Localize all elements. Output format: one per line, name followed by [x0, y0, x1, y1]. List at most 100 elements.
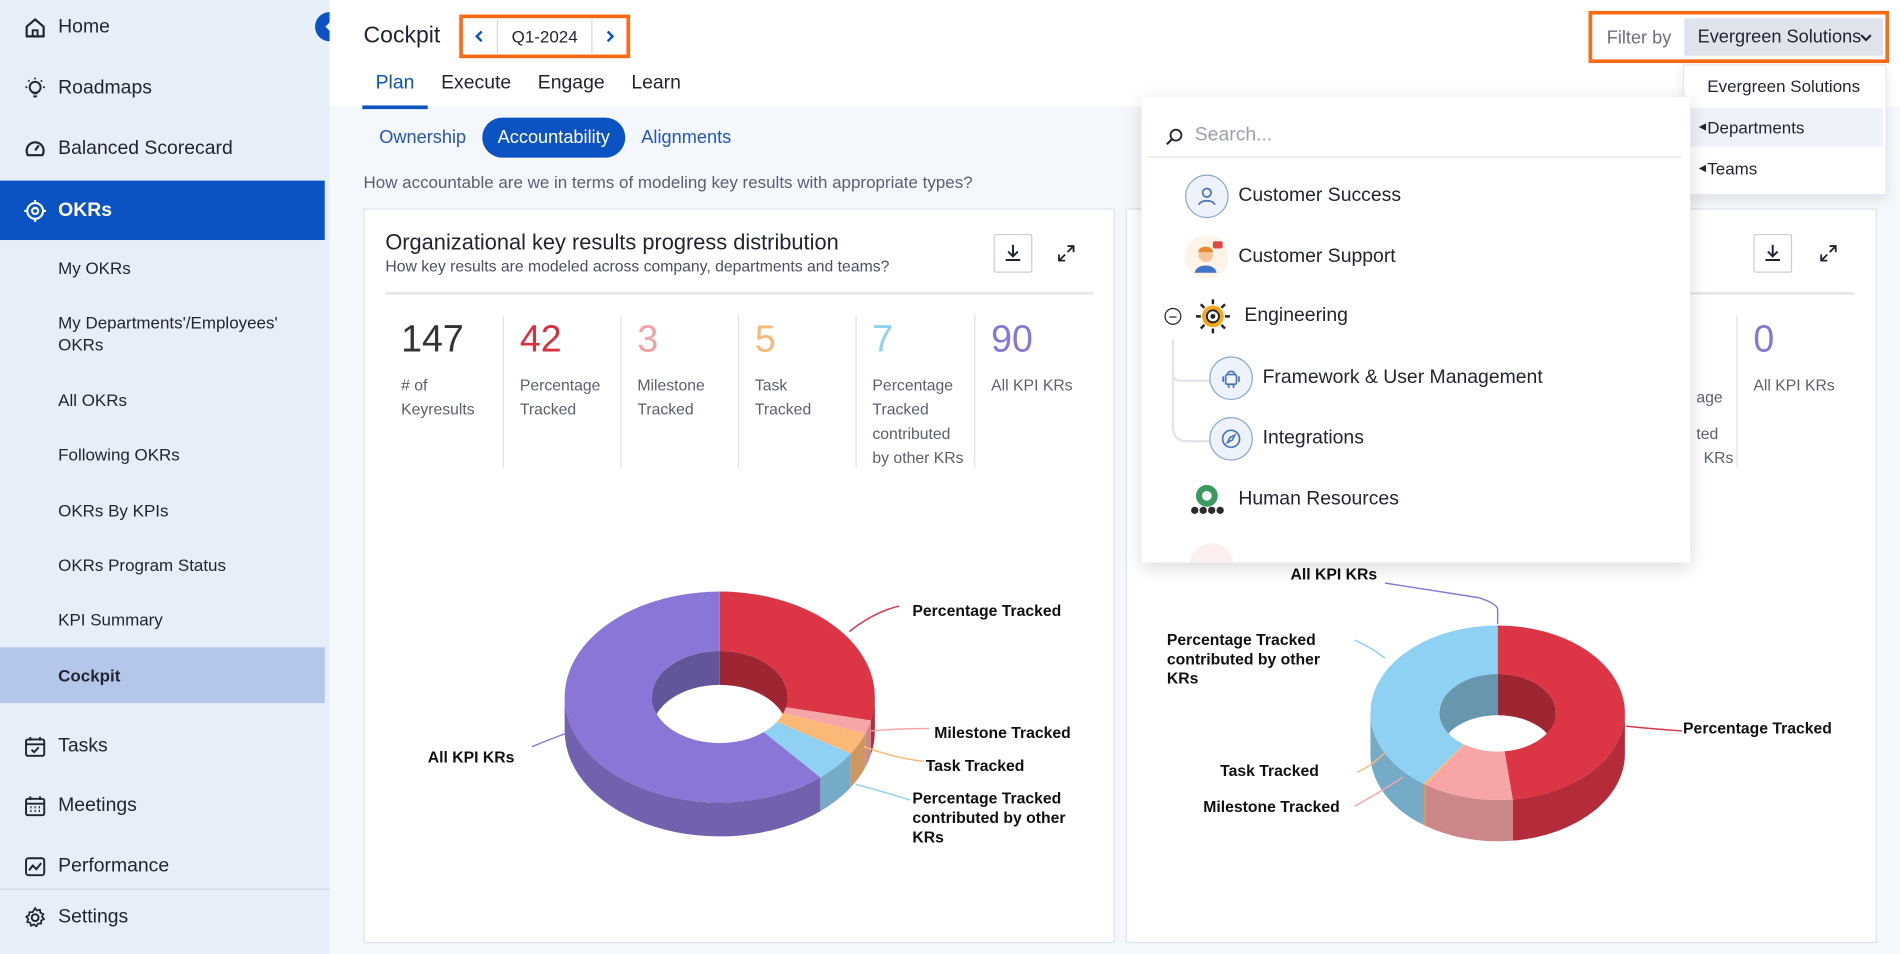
sidebar-item-meetings[interactable]: Meetings	[0, 790, 325, 822]
sidebar-item-tasks[interactable]: Tasks	[0, 731, 325, 763]
tree-node-engineering[interactable]: Engineering	[1191, 294, 1348, 339]
subtab-ownership[interactable]: Ownership	[379, 127, 467, 148]
donut-slice-milestone-tracked[interactable]	[783, 707, 871, 734]
chart-line-icon	[25, 857, 46, 877]
filter-select[interactable]: Evergreen Solutions	[1684, 18, 1883, 56]
compass-icon	[1209, 416, 1253, 461]
subtab-accountability[interactable]: Accountability	[481, 117, 626, 158]
sidebar-subitem-okrs-by-kpis[interactable]: OKRs By KPIs	[58, 500, 169, 521]
gauge-icon	[25, 141, 45, 157]
tab-engage[interactable]: Engage	[537, 72, 605, 94]
tree-search[interactable]: Search...	[1148, 116, 1682, 158]
sidebar: Home Roadmaps Balanced Scorecard OKRs My…	[0, 0, 330, 954]
sidebar-item-okrs[interactable]: OKRs	[0, 180, 325, 241]
donut-slice-all-kpi-krs[interactable]	[564, 591, 821, 803]
sidebar-item-label: Roadmaps	[58, 77, 152, 99]
sidebar-item-balanced-scorecard[interactable]: Balanced Scorecard	[0, 133, 325, 165]
stat-all-kpi-krs: 90 All KPI KRs	[975, 315, 1093, 468]
donut-slice-percentage-tracked[interactable]	[719, 591, 875, 721]
caret-left-icon: ◀	[1698, 121, 1707, 133]
chart1-label-all-kpi-krs: All KPI KRs	[427, 747, 515, 767]
stat-label: Milestone Tracked	[637, 375, 705, 419]
filter-option-evergreen[interactable]: Evergreen Solutions	[1707, 76, 1861, 96]
previous-period-button[interactable]	[463, 19, 497, 53]
tree-node-integrations[interactable]: Integrations	[1209, 416, 1364, 461]
chart1-label-milestone-tracked: Milestone Tracked	[934, 723, 1071, 742]
chart1-label-task-tracked: Task Tracked	[925, 756, 1025, 775]
tree-node-customer-success[interactable]: Customer Success	[1185, 174, 1401, 219]
donut-slice-task-tracked[interactable]	[1423, 744, 1465, 785]
stat-value: 90	[991, 317, 1033, 361]
sidebar-subitem-my-departments-okrs[interactable]: My Departments'/Employees' OKRs	[58, 312, 278, 354]
donut-slice-milestone-tracked[interactable]	[1425, 744, 1513, 801]
sidebar-item-label: OKRs	[58, 199, 113, 221]
stat-total-keyresults: 147 # of Keyresults	[385, 315, 505, 468]
donut-slice-percentage-tracked-contributed-by-other-krs[interactable]	[763, 721, 851, 778]
download-icon	[1005, 244, 1021, 261]
donut-connector-line	[855, 783, 911, 801]
tree-node-framework-user-management[interactable]: Framework & User Management	[1209, 356, 1543, 401]
donut-inner-wall	[719, 650, 788, 731]
tab-learn[interactable]: Learn	[631, 72, 681, 94]
stat-label: # of Keyresults	[401, 375, 475, 419]
donut-connector-line	[848, 605, 900, 633]
sidebar-item-roadmaps[interactable]: Roadmaps	[0, 73, 325, 105]
chart2-label-percentage-tracked: Percentage Tracked	[1683, 718, 1832, 738]
expand-icon	[1058, 245, 1075, 262]
sidebar-subitem-cockpit[interactable]: Cockpit	[58, 665, 121, 685]
main-tabs: Plan Execute Engage Learn	[362, 72, 694, 110]
search-icon	[1166, 128, 1183, 145]
tab-execute[interactable]: Execute	[441, 72, 512, 94]
tab-plan[interactable]: Plan	[362, 73, 428, 110]
subtab-alignments[interactable]: Alignments	[641, 127, 732, 148]
donut-side	[865, 720, 871, 768]
collapse-node-icon[interactable]	[1164, 307, 1182, 325]
filter-option-teams[interactable]: ◀ Teams	[1684, 149, 1883, 188]
stat-label: All KPI KRs	[1753, 375, 1835, 394]
caret-left-icon: ◀	[1698, 162, 1707, 174]
android-icon	[1209, 356, 1253, 401]
expand-button[interactable]	[1809, 233, 1848, 273]
donut-connector-line	[1354, 776, 1404, 807]
donut-side	[1423, 783, 1426, 826]
lightbulb-icon	[25, 77, 45, 98]
donut-slice-task-tracked[interactable]	[777, 712, 866, 754]
sidebar-item-home[interactable]: Home	[0, 12, 325, 44]
sidebar-item-label: Meetings	[58, 795, 137, 816]
tree-node-human-resources[interactable]: Human Resources	[1185, 477, 1399, 522]
donut-side	[850, 733, 866, 788]
stat-percentage-contributed: 7 Percentage Tracked contributed by othe…	[857, 315, 976, 468]
stat-label: Task Tracked	[754, 375, 812, 419]
chart1-label-percentage-tracked: Percentage Tracked	[912, 601, 1062, 620]
chevron-left-icon	[475, 30, 483, 43]
home-icon	[25, 18, 45, 38]
sidebar-subitem-all-okrs[interactable]: All OKRs	[58, 390, 127, 410]
donut-slice-percentage-tracked-contributed-by-other-krs[interactable]	[1370, 625, 1498, 784]
filter-by-control: Filter by Evergreen Solutions	[1588, 10, 1890, 64]
section-question: How accountable are we in terms of model…	[363, 172, 973, 192]
search-input[interactable]: Search...	[1194, 124, 1273, 146]
tree-node-label: Human Resources	[1238, 488, 1399, 510]
tree-node-customer-support[interactable]: Customer Support	[1185, 235, 1396, 279]
download-button[interactable]	[993, 233, 1033, 273]
sidebar-subitem-following-okrs[interactable]: Following OKRs	[58, 444, 180, 465]
donut-side	[564, 697, 821, 837]
donut-slice-percentage-tracked[interactable]	[1497, 625, 1625, 800]
department-tree-popup: Search... Customer Success Customer Supp…	[1141, 96, 1691, 563]
chart1-label-percentage-contributed: Percentage Tracked contributed by other …	[912, 789, 1066, 847]
sidebar-item-performance[interactable]: Performance	[0, 851, 325, 883]
next-period-button[interactable]	[593, 19, 627, 53]
period-value[interactable]: Q1-2024	[496, 19, 593, 54]
calendar-grid-icon	[25, 796, 46, 817]
filter-option-departments[interactable]: ◀ Departments	[1684, 107, 1883, 147]
download-button[interactable]	[1753, 233, 1793, 273]
sidebar-item-settings[interactable]: Settings	[0, 902, 325, 934]
sidebar-subitem-my-okrs[interactable]: My OKRs	[58, 258, 131, 278]
stat-label-fragment: KRs	[1703, 448, 1734, 467]
sidebar-subitem-okrs-program-status[interactable]: OKRs Program Status	[58, 555, 226, 575]
card-divider	[385, 292, 1093, 295]
expand-button[interactable]	[1046, 233, 1086, 273]
sidebar-subitem-kpi-summary[interactable]: KPI Summary	[58, 609, 163, 630]
stat-value: 147	[401, 317, 464, 361]
tree-node-partial-avatar	[1189, 543, 1234, 563]
